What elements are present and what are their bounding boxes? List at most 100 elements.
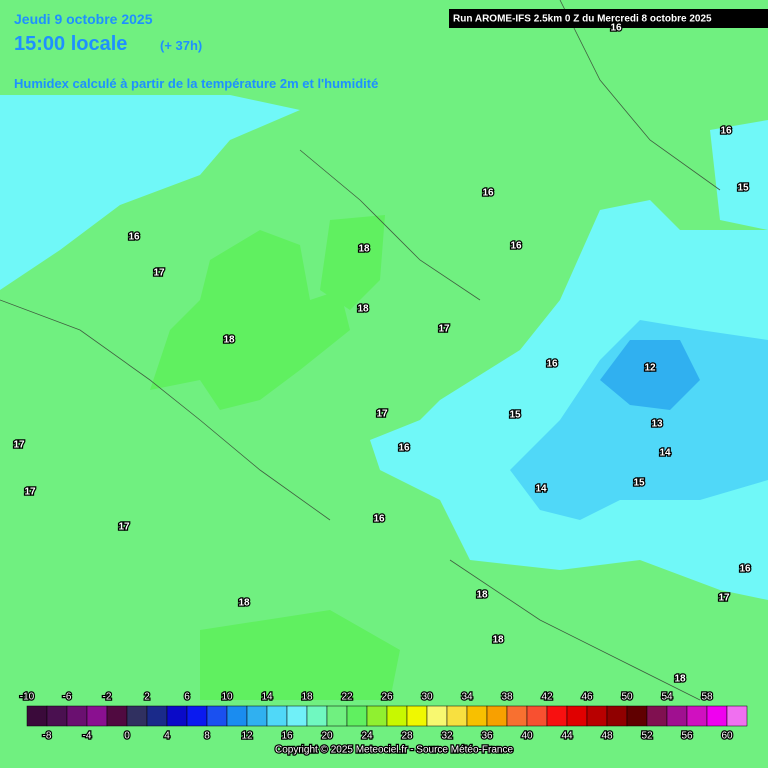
color-swatch	[606, 705, 628, 727]
colorbar-label: 40	[521, 731, 533, 742]
color-swatch	[226, 705, 248, 727]
color-swatch	[526, 705, 548, 727]
color-swatch	[626, 705, 648, 727]
colorbar: -10 -6 -2 2 6 10 14 18 22 26 30 34 38 42 46 50 54 58-8 -4 0…	[19, 690, 748, 743]
color-swatch	[726, 705, 748, 727]
offset: (+ 37h)	[160, 38, 202, 53]
contour-label: 12	[644, 363, 656, 374]
color-swatch	[466, 705, 488, 727]
colorbar-label: -8	[43, 731, 52, 742]
contour-label: 18	[492, 635, 504, 646]
contour-label: 17	[153, 268, 165, 279]
color-swatch	[26, 705, 48, 727]
contour-label: 16	[510, 241, 522, 252]
colorbar-label: 6	[184, 692, 190, 703]
color-swatch	[286, 705, 308, 727]
cold-zone	[600, 340, 700, 410]
colorbar-label: 18	[301, 692, 313, 703]
color-swatch	[686, 705, 708, 727]
color-swatch	[106, 705, 128, 727]
colorbar-label: 20	[321, 731, 333, 742]
contour-label: 17	[438, 324, 450, 335]
color-swatch	[186, 705, 208, 727]
colorbar-label: 44	[561, 731, 573, 742]
contour-label: 18	[223, 335, 235, 346]
colorbar-label: -2	[103, 692, 112, 703]
color-swatch	[506, 705, 528, 727]
contour-label: 17	[118, 522, 130, 533]
colorbar-label: 36	[481, 731, 493, 742]
contour-labels: 16 17 18 18 18 17 16 16 16 15 16 12 15 17 16 13 14 14 15 16…	[12, 21, 752, 686]
color-swatch	[326, 705, 348, 727]
color-swatch	[666, 705, 688, 727]
colorbar-label: 58	[701, 692, 713, 703]
contour-label: 16	[482, 188, 494, 199]
color-swatch	[426, 705, 448, 727]
colorbar-label: 14	[261, 692, 273, 703]
contour-label: 18	[674, 674, 686, 685]
colorbar-label: 48	[601, 731, 613, 742]
color-swatch	[446, 705, 468, 727]
colorbar-label: 24	[361, 731, 373, 742]
border	[0, 0, 721, 701]
colorbar-label: -4	[83, 731, 92, 742]
colorbar-label: 10	[221, 692, 233, 703]
color-swatch	[406, 705, 428, 727]
colorbar-label: 22	[341, 692, 353, 703]
subtitle: Humidex calculé à partir de la températu…	[14, 76, 378, 91]
cool-zone	[710, 120, 768, 230]
contour-label: 17	[13, 440, 25, 451]
colorbar-label: 16	[281, 731, 293, 742]
colorbar-label: 52	[641, 731, 653, 742]
contour-label: 17	[24, 487, 36, 498]
sea	[0, 95, 300, 290]
warm-zone	[150, 230, 350, 410]
colorbar-label: 32	[441, 731, 453, 742]
contour-label: 16	[546, 359, 558, 370]
colorbar-label: 2	[144, 692, 150, 703]
color-swatch	[366, 705, 388, 727]
color-swatch	[306, 705, 328, 727]
color-swatch	[346, 705, 368, 727]
warm-zone	[200, 610, 400, 700]
colorbar-label: 56	[681, 731, 693, 742]
time: 15:00 locale	[14, 33, 127, 55]
color-swatch	[86, 705, 108, 727]
color-swatch	[206, 705, 228, 727]
color-swatch	[166, 705, 188, 727]
contour-label: 16	[373, 514, 385, 525]
contour-label: 18	[358, 244, 370, 255]
cool-zone	[510, 320, 768, 520]
color-swatch	[646, 705, 668, 727]
colorbar-label: 54	[661, 692, 673, 703]
colorbar-label: 38	[501, 692, 513, 703]
colorbar-label: 0	[124, 731, 130, 742]
colorbar-label: -10	[20, 692, 35, 703]
color-swatch	[266, 705, 288, 727]
colorbar-label: 34	[461, 692, 473, 703]
run-info: Run AROME-IFS 2.5km 0 Z du Mercredi 8 oc…	[453, 14, 712, 25]
colorbar-label: 30	[421, 692, 433, 703]
contour-label: 16	[610, 23, 622, 34]
colorbar-label: 28	[401, 731, 413, 742]
colorbar-label: 60	[721, 731, 733, 742]
color-swatch	[126, 705, 148, 727]
color-swatch	[146, 705, 168, 727]
contour-label: 18	[476, 590, 488, 601]
color-swatch	[706, 705, 728, 727]
contour-label: 15	[633, 478, 645, 489]
contour-label: 17	[376, 409, 388, 420]
contour-label: 16	[128, 232, 140, 243]
color-swatch	[66, 705, 88, 727]
contour-label: 17	[718, 593, 730, 604]
copyright: Copyright © 2025 Meteociel.fr - Source M…	[275, 745, 513, 756]
color-swatch	[566, 705, 588, 727]
color-swatch	[246, 705, 268, 727]
colorbar-label: 8	[204, 731, 210, 742]
contour-label: 16	[720, 126, 732, 137]
colorbar-label: 4	[164, 731, 170, 742]
color-swatch	[546, 705, 568, 727]
color-swatch	[486, 705, 508, 727]
color-swatch	[586, 705, 608, 727]
